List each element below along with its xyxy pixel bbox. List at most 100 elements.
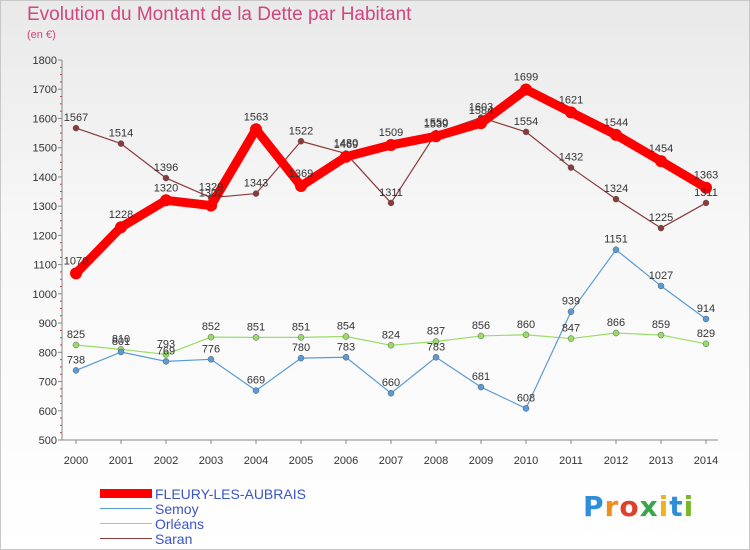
data-label-fleury: 1539 xyxy=(424,118,448,130)
data-label-fleury: 1320 xyxy=(154,182,178,194)
legend-label-orleans: Orléans xyxy=(155,516,205,532)
data-label-semoy: 783 xyxy=(427,341,445,353)
data-point-orleans xyxy=(522,331,530,339)
data-label-saran: 1225 xyxy=(649,212,673,224)
x-tick-label: 2001 xyxy=(109,455,133,467)
data-label-saran: 1324 xyxy=(604,183,628,195)
data-label-fleury: 1584 xyxy=(469,105,493,117)
data-label-semoy: 608 xyxy=(517,392,535,404)
data-point-semoy xyxy=(387,389,395,397)
data-point-semoy xyxy=(297,354,305,362)
data-label-orleans: 859 xyxy=(652,319,670,331)
data-point-saran xyxy=(702,199,710,207)
legend-item-fleury: FLEURY-LES-AUBRAIS xyxy=(100,486,320,502)
data-label-saran: 1522 xyxy=(289,125,313,137)
data-point-orleans xyxy=(477,332,485,340)
data-label-orleans: 851 xyxy=(292,321,310,333)
data-point-saran xyxy=(297,138,305,145)
x-tick-label: 2010 xyxy=(514,455,538,467)
data-label-semoy: 801 xyxy=(112,336,130,348)
x-tick-label: 2000 xyxy=(64,455,88,467)
logo-letter: r xyxy=(604,490,620,523)
data-point-fleury xyxy=(475,117,487,130)
y-tick-label: 1800 xyxy=(33,55,57,67)
data-label-saran: 1480 xyxy=(334,138,358,150)
data-point-semoy xyxy=(657,282,665,290)
y-tick-label: 1600 xyxy=(33,113,57,125)
data-point-saran xyxy=(252,190,260,197)
data-point-saran xyxy=(657,224,665,232)
data-label-saran: 1311 xyxy=(379,187,403,199)
data-point-semoy xyxy=(477,383,485,391)
data-label-saran: 1396 xyxy=(154,162,178,174)
data-point-fleury xyxy=(115,221,127,234)
data-label-saran: 1603 xyxy=(469,102,493,114)
data-point-orleans xyxy=(162,351,170,358)
data-label-saran: 1567 xyxy=(64,112,88,124)
data-label-orleans: 856 xyxy=(472,320,490,332)
data-label-saran: 1514 xyxy=(109,128,133,140)
data-point-orleans xyxy=(72,341,80,349)
data-point-semoy xyxy=(252,387,260,394)
data-point-saran xyxy=(162,174,170,182)
data-label-fleury: 1454 xyxy=(649,143,673,155)
y-tick-label: 500 xyxy=(39,435,57,447)
legend-swatch-orleans xyxy=(100,523,152,524)
data-point-saran xyxy=(567,164,575,171)
data-label-fleury: 1363 xyxy=(694,170,718,182)
data-label-orleans: 852 xyxy=(202,321,220,333)
data-point-saran xyxy=(612,195,620,203)
logo-letter: i xyxy=(658,490,670,523)
data-label-saran: 1329 xyxy=(199,182,223,194)
data-label-fleury: 1469 xyxy=(334,139,358,151)
data-label-semoy: 939 xyxy=(562,296,580,308)
logo-letter: P xyxy=(583,490,605,523)
data-label-orleans: 847 xyxy=(562,323,580,335)
data-label-semoy: 1027 xyxy=(649,270,673,282)
y-tick-label: 1100 xyxy=(33,260,57,272)
logo-letter: i xyxy=(683,490,695,523)
data-point-orleans xyxy=(252,334,260,341)
data-label-fleury: 1302 xyxy=(199,188,223,200)
logo-letter: o xyxy=(619,490,640,523)
data-label-saran: 1432 xyxy=(559,152,583,164)
data-label-fleury: 1509 xyxy=(379,127,403,139)
data-label-semoy: 769 xyxy=(157,345,175,357)
data-label-orleans: 866 xyxy=(607,317,625,329)
chart-subtitle: (en €) xyxy=(27,29,56,41)
data-point-saran xyxy=(387,199,395,207)
data-label-orleans: 810 xyxy=(112,333,130,345)
data-point-orleans xyxy=(657,331,665,339)
data-label-orleans: 829 xyxy=(697,328,715,340)
data-point-saran xyxy=(72,124,80,132)
y-tick-label: 1000 xyxy=(33,289,57,301)
data-label-orleans: 793 xyxy=(157,338,175,350)
data-label-saran: 1554 xyxy=(514,116,538,128)
data-point-fleury xyxy=(700,181,712,194)
legend-swatch-saran xyxy=(100,538,152,539)
y-tick-label: 1300 xyxy=(33,201,57,213)
data-point-fleury xyxy=(70,267,82,280)
x-tick-label: 2012 xyxy=(604,455,628,467)
data-label-semoy: 681 xyxy=(472,371,490,383)
data-point-fleury xyxy=(340,150,352,163)
data-point-fleury xyxy=(655,155,667,168)
data-label-fleury: 1544 xyxy=(604,117,628,129)
data-point-orleans xyxy=(387,342,395,349)
data-label-semoy: 776 xyxy=(202,343,220,355)
data-label-semoy: 738 xyxy=(67,354,85,366)
data-label-semoy: 914 xyxy=(697,303,715,315)
y-tick-label: 700 xyxy=(39,377,57,389)
x-tick-label: 2003 xyxy=(199,455,223,467)
data-label-orleans: 854 xyxy=(337,321,355,333)
data-label-fleury: 1621 xyxy=(559,94,583,106)
data-label-fleury: 1228 xyxy=(109,209,133,221)
chart-title: Evolution du Montant de la Dette par Hab… xyxy=(27,4,412,25)
x-tick-label: 2002 xyxy=(154,455,178,467)
data-label-semoy: 1151 xyxy=(604,234,628,246)
data-label-orleans: 824 xyxy=(382,329,400,341)
logo-letter: t xyxy=(669,490,684,523)
data-point-fleury xyxy=(565,106,577,119)
